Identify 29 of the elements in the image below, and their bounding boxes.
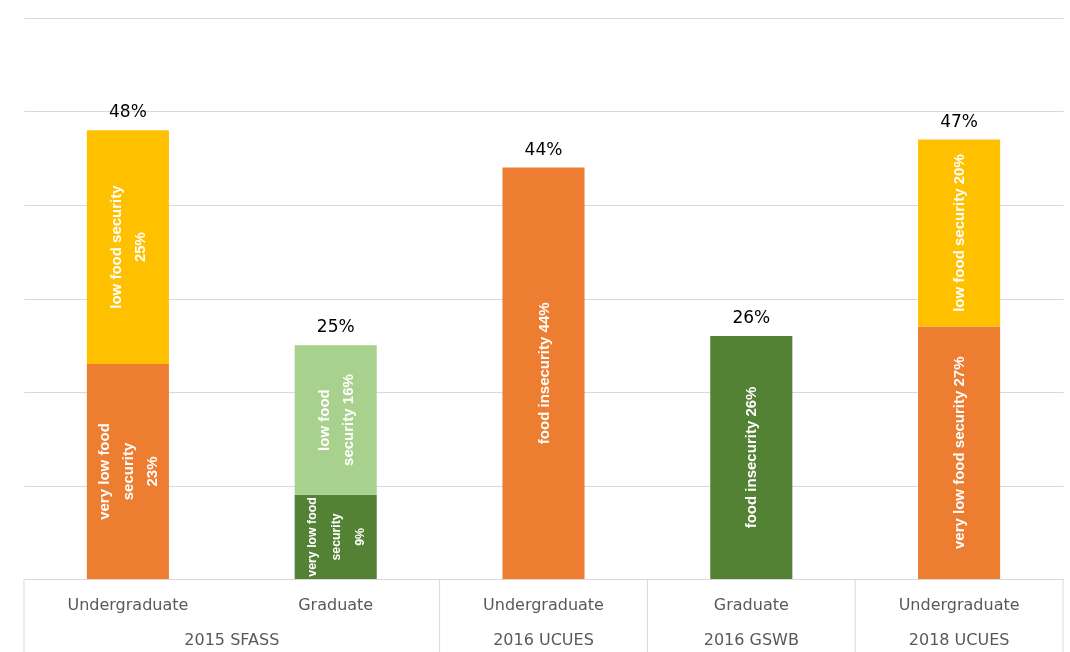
x-tick-label: Undergraduate bbox=[67, 594, 189, 614]
data-label: very low food security 9% bbox=[304, 497, 367, 577]
data-label: food insecurity 26% bbox=[742, 386, 760, 529]
text: 2016 GSWB bbox=[703, 630, 799, 649]
text: 2018 UCUES bbox=[908, 630, 1010, 649]
bar bbox=[294, 345, 377, 495]
text: 2015 SFASS bbox=[184, 630, 280, 649]
bar bbox=[502, 167, 585, 579]
data-label: food insecurity 44% bbox=[534, 302, 552, 445]
x-tick-label: Graduate bbox=[298, 594, 374, 614]
total-label: 48% bbox=[109, 101, 147, 122]
bar bbox=[918, 139, 1001, 327]
x-tick-label: Undergraduate bbox=[898, 594, 1020, 614]
total-label: 44% bbox=[524, 138, 563, 159]
total-label: 25% bbox=[316, 316, 355, 337]
data-label: very low food security 27% bbox=[950, 356, 968, 550]
total-label: 47% bbox=[940, 110, 978, 131]
x-tick-label: Graduate bbox=[713, 594, 789, 614]
x-tick-label: Undergraduate bbox=[483, 594, 604, 614]
data-label: very low food security 23% bbox=[94, 423, 160, 520]
total-label: 26% bbox=[732, 306, 771, 327]
data-label: low food security 25% bbox=[106, 184, 148, 309]
bar bbox=[86, 363, 169, 579]
bar bbox=[86, 130, 169, 364]
data-label: low food security 20% bbox=[950, 154, 968, 312]
text: 2016 UCUES bbox=[493, 630, 594, 649]
data-label: low food security 16% bbox=[314, 374, 356, 466]
bar bbox=[918, 326, 1001, 579]
bar bbox=[710, 335, 793, 579]
